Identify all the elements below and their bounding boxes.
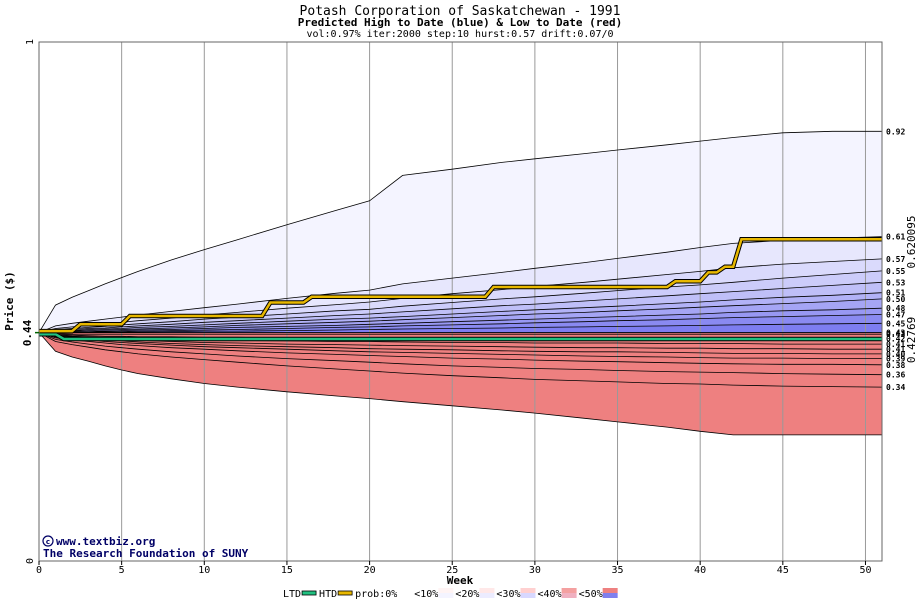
x-tick-label: 5 <box>119 565 125 576</box>
legend-htd-swatch <box>337 590 353 596</box>
x-tick-label: 10 <box>198 565 210 576</box>
x-tick-label: 20 <box>364 565 376 576</box>
legend-prob-swatch-red-5 <box>602 588 618 593</box>
blue-percentile-label-1: 0.61 <box>886 233 905 242</box>
legend-prob-item-4: <40% <box>538 589 562 600</box>
legend-prob-swatch-blue-2 <box>479 593 495 598</box>
blue-percentile-label-5: 0.51 <box>886 289 905 298</box>
blue-percentile-line-1 <box>38 236 883 333</box>
blue-band-1 <box>39 236 882 333</box>
legend-ltd-label: LTD <box>283 589 301 600</box>
blue-percentile-label-7: 0.48 <box>886 304 905 313</box>
red-percentile-label-0: 0.43 <box>886 330 905 339</box>
legend-prob-swatch-blue-0 <box>397 593 413 598</box>
legend-prob-swatch-red-1 <box>438 588 454 593</box>
legend-prob-swatch-blue-1 <box>438 593 454 598</box>
copyright-icon <box>42 535 54 547</box>
blue-percentile-line-4 <box>38 281 883 333</box>
legend-prob-item-0: 0% <box>385 589 397 600</box>
legend-prob-item-5: <50% <box>579 589 603 600</box>
legend-ltd-swatch <box>301 590 317 596</box>
legend-prob-swatch-red-3 <box>520 588 536 593</box>
red-percentile-label-5: 0.39 <box>886 355 905 364</box>
red-band-9 <box>39 332 882 435</box>
red-percentile-line-8 <box>38 332 883 388</box>
red-percentile-line-7 <box>38 332 883 376</box>
copyright-icon-glyph: c <box>46 538 50 546</box>
y-axis-label: Price ($) <box>3 271 16 331</box>
x-tick-label: 15 <box>281 565 293 576</box>
blue-percentile-label-2: 0.57 <box>886 255 905 264</box>
blue-percentile-line-7 <box>38 307 883 333</box>
x-axis-label: Week <box>447 574 474 587</box>
start-price-label: 0.44 <box>21 319 34 346</box>
blue-band-0 <box>39 131 882 333</box>
blue-percentile-label-9: 0.45 <box>886 319 905 328</box>
red-percentile-label-4: 0.40 <box>886 350 905 359</box>
legend-prob-swatch-blue-4 <box>561 593 577 598</box>
blue-percentile-line-8 <box>39 314 883 333</box>
legend-htd-label: HTD <box>319 589 337 600</box>
blue-band-4 <box>39 282 882 333</box>
blue-percentile-label-10: 0.43 <box>886 329 905 338</box>
x-tick-label: 30 <box>529 565 541 576</box>
ltd-final-label: 0.42769 <box>905 317 918 363</box>
legend-prob-item-3: <30% <box>496 589 520 600</box>
red-percentile-label-3: 0.41 <box>886 345 905 354</box>
legend-prob-swatch-red-2 <box>479 588 495 593</box>
x-tick-label: 25 <box>446 565 458 576</box>
chart-subtitle: Predicted High to Date (blue) & Low to D… <box>298 16 623 29</box>
red-percentile-line-9 <box>38 332 882 436</box>
x-tick-label: 40 <box>694 565 706 576</box>
blue-percentile-line-0 <box>38 130 882 333</box>
x-tick-label: 35 <box>612 565 624 576</box>
chart-title: Potash Corporation of Saskatchewan - 199… <box>300 4 621 19</box>
chart-params: vol:0.97% iter:2000 step:10 hurst:0.57 d… <box>306 29 613 40</box>
watermark-url: www.textbiz.org <box>56 535 155 548</box>
blue-percentile-line-9 <box>39 322 883 333</box>
blue-percentile-label-6: 0.50 <box>886 295 905 304</box>
x-tick-label: 50 <box>859 565 871 576</box>
y-tick-label: 1 <box>25 39 36 45</box>
blue-percentile-label-4: 0.53 <box>886 278 905 287</box>
red-percentile-label-7: 0.36 <box>886 371 905 380</box>
blue-percentile-label-0: 0.92 <box>886 127 905 136</box>
watermark-org: The Research Foundation of SUNY <box>43 547 249 560</box>
legend-prob-swatch-blue-3 <box>520 593 536 598</box>
blue-percentile-line-5 <box>38 292 883 333</box>
blue-band-9 <box>39 323 882 333</box>
red-percentile-label-2: 0.41 <box>886 340 905 349</box>
ltd-line <box>39 332 882 341</box>
red-percentile-label-6: 0.38 <box>886 361 905 370</box>
red-percentile-label-8: 0.34 <box>886 383 905 392</box>
htd-final-label: 0.620095 <box>905 216 918 269</box>
red-percentile-line-6 <box>38 332 883 366</box>
y-tick-label: 0 <box>25 558 36 564</box>
htd-line <box>39 237 882 333</box>
blue-percentile-label-3: 0.55 <box>886 267 905 276</box>
legend-prob-item-1: <10% <box>414 589 438 600</box>
red-percentile-label-1: 0.42 <box>886 334 905 343</box>
legend-prob-swatch-red-4 <box>561 588 577 593</box>
plot-frame <box>38 41 883 562</box>
x-tick-label: 45 <box>777 565 789 576</box>
legend-prob-label: prob: <box>355 589 385 600</box>
red-percentile-line-5 <box>38 332 882 359</box>
x-tick-label: 0 <box>36 565 42 576</box>
legend-prob-swatch-red-0 <box>397 588 413 593</box>
legend-prob-item-2: <20% <box>455 589 479 600</box>
legend-prob-swatch-blue-5 <box>602 593 618 598</box>
blue-percentile-label-8: 0.47 <box>886 311 905 320</box>
blue-percentile-line-6 <box>38 298 883 333</box>
red-percentile-line-0 <box>38 332 882 335</box>
